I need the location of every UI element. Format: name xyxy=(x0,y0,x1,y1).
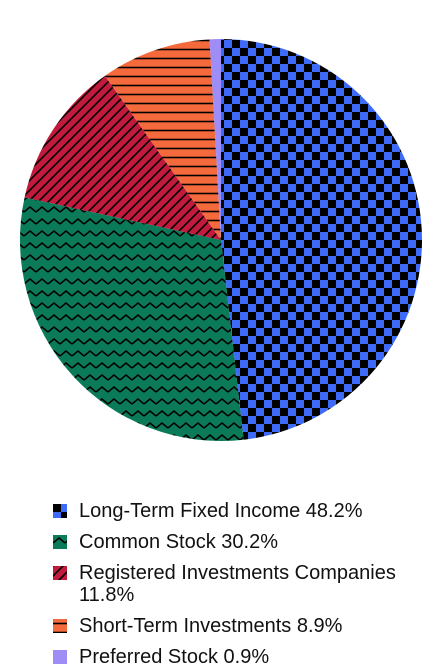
pie-slice xyxy=(24,75,221,241)
legend-label: Registered Investments Companies xyxy=(79,562,396,584)
legend-value: 48.2% xyxy=(305,500,363,522)
legend-item: Common Stock 30.2% xyxy=(53,531,423,553)
legend-swatch xyxy=(53,650,67,664)
legend-swatch xyxy=(53,619,67,633)
legend-item: Preferred Stock 0.9% xyxy=(53,646,423,668)
legend: Long-Term Fixed Income 48.2% Common Stock… xyxy=(53,500,423,668)
legend-swatch xyxy=(53,535,67,549)
legend-label: Preferred Stock xyxy=(79,646,218,668)
legend-value: 11.8% xyxy=(79,584,135,606)
pie-slice xyxy=(20,197,244,442)
legend-swatch xyxy=(53,504,67,518)
legend-item: Short-Term Investments 8.9% xyxy=(53,615,423,637)
chart xyxy=(20,39,422,442)
legend-value: 30.2% xyxy=(221,531,278,553)
legend-label: Short-Term Investments xyxy=(79,615,292,637)
pie-slice xyxy=(221,39,422,440)
legend-label: Long-Term Fixed Income xyxy=(79,500,301,522)
legend-item: Registered Investments Companies 11.8% xyxy=(53,562,423,606)
legend-value: 0.9% xyxy=(223,646,270,668)
pie-slice xyxy=(104,39,221,240)
legend-value: 8.9% xyxy=(296,615,343,637)
pie-slice xyxy=(209,39,221,240)
legend-swatch xyxy=(53,566,67,580)
legend-item: Long-Term Fixed Income 48.2% xyxy=(53,500,423,522)
legend-label: Common Stock xyxy=(79,531,216,553)
